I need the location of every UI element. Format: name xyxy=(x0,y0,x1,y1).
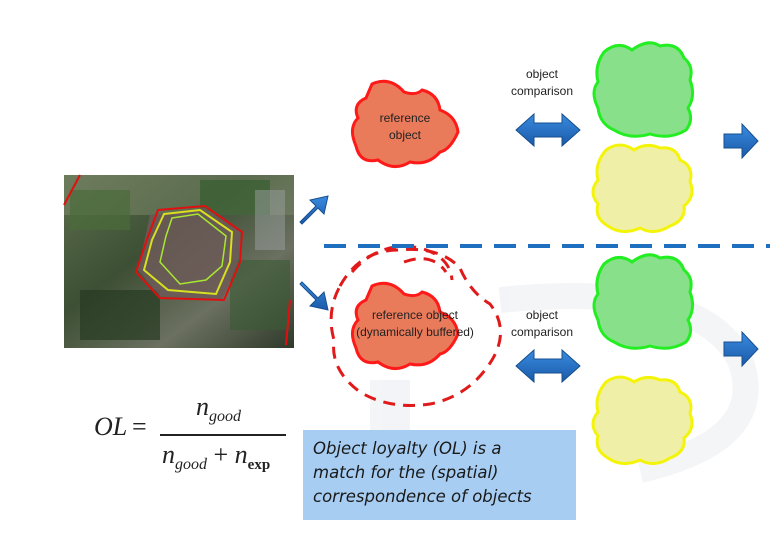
arrow-down-right xyxy=(299,281,329,311)
object-loyalty-formula: OL = ngood ngood + nexp xyxy=(88,390,308,480)
result-arrow-top xyxy=(723,122,759,160)
reference-object-top xyxy=(351,79,460,168)
formula-numerator-var: n xyxy=(196,392,209,421)
reference-label-bottom-line1: reference object xyxy=(371,308,459,322)
candidate-object-top xyxy=(591,143,694,233)
reference-label-bottom: reference object (dynamically buffered) xyxy=(340,307,490,341)
formula-fraction-bar xyxy=(160,434,286,436)
object-loyalty-note: Object loyalty (OL) is a match for the (… xyxy=(303,430,576,520)
double-arrow-bottom xyxy=(515,348,581,384)
result-arrow-bottom xyxy=(723,330,759,368)
double-arrow-top xyxy=(515,112,581,148)
matched-object-bottom xyxy=(592,253,695,350)
reference-label-top-line2: object xyxy=(388,128,422,142)
comparison-label-top: object comparison xyxy=(494,66,590,100)
aerial-photo xyxy=(63,174,294,348)
comparison-label-bottom-line1: object xyxy=(525,308,559,322)
formula-lhs: OL xyxy=(94,412,128,441)
reference-label-top: reference object xyxy=(362,110,448,144)
note-line2: match for the (spatial) xyxy=(313,463,499,482)
formula-denominator-var2: n xyxy=(234,440,248,469)
formula-denominator-sub2: exp xyxy=(247,457,271,474)
reference-label-top-line1: reference xyxy=(379,111,431,125)
reference-object-bottom xyxy=(351,281,460,370)
comparison-label-bottom-line2: comparison xyxy=(510,325,574,339)
formula-denominator-sub1: good xyxy=(175,456,207,474)
matched-object-top xyxy=(592,41,695,138)
reference-label-bottom-line2: (dynamically buffered) xyxy=(356,325,474,339)
comparison-label-top-line2: comparison xyxy=(510,84,574,98)
candidate-object-bottom xyxy=(591,375,694,465)
comparison-label-top-line1: object xyxy=(525,67,559,81)
formula-numerator: ngood xyxy=(196,392,241,426)
formula-plus: + xyxy=(213,440,229,469)
note-line1: Object loyalty (OL) is a xyxy=(313,439,502,458)
formula-numerator-sub: good xyxy=(209,408,241,426)
note-line3: correspondence of objects xyxy=(313,487,532,506)
formula-denominator: ngood + nexp xyxy=(162,440,270,474)
formula-equals: = xyxy=(132,412,147,441)
formula-denominator-var1: n xyxy=(162,440,175,469)
comparison-label-bottom: object comparison xyxy=(494,307,590,341)
arrow-up-right xyxy=(299,195,329,225)
dynamic-buffer xyxy=(329,244,502,407)
